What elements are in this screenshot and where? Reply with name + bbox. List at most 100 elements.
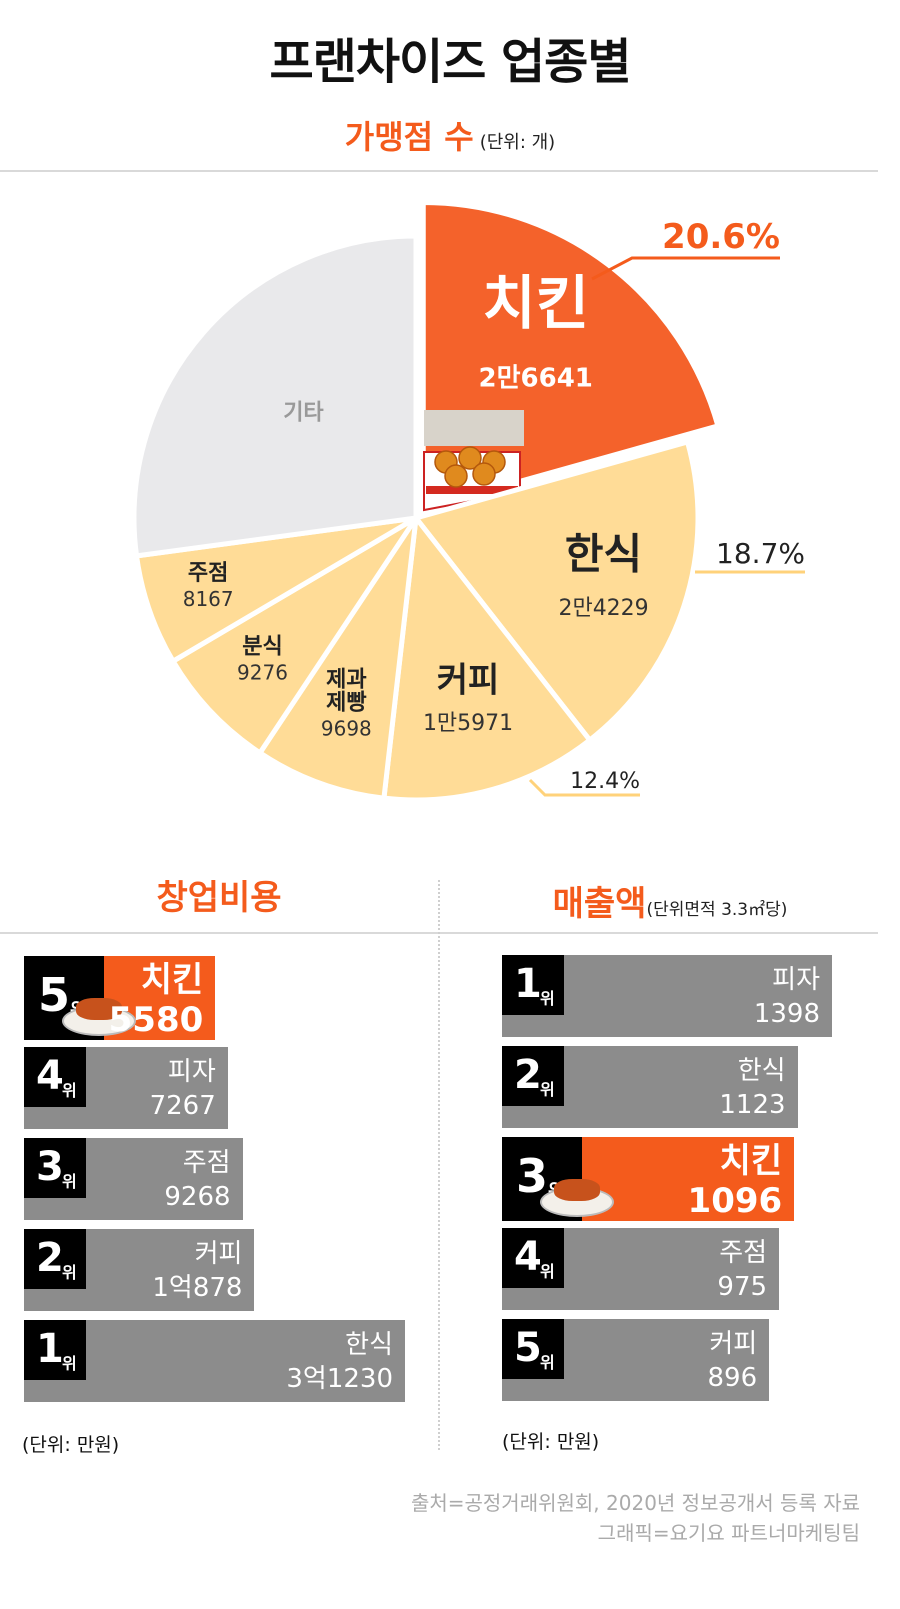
divider <box>0 170 878 172</box>
bar-value: 9268 <box>164 1182 231 1212</box>
rank-number: 3 <box>36 1144 64 1190</box>
bar-label: 피자 7267 <box>150 1055 216 1123</box>
rank-number: 4 <box>514 1234 542 1280</box>
pie-slice-2 <box>411 438 701 744</box>
bar-value: 975 <box>717 1272 768 1302</box>
sales-title: 매출액(단위면적 3.3㎡당) <box>440 876 900 925</box>
rank-number: 2 <box>514 1052 542 1098</box>
bar-value: 1억878 <box>152 1273 243 1303</box>
box-stripe <box>426 486 518 494</box>
pie-label-5: 분식 <box>242 634 282 659</box>
rank-number: 1 <box>36 1326 64 1372</box>
pie-label-4: 제빵 <box>326 691 366 716</box>
bar-주점: 4 위 주점 975 <box>502 1228 780 1310</box>
bar-치킨: 5위치킨5580 <box>24 956 216 1040</box>
source-line-2: 그래픽=요기요 파트너마케팅팀 <box>597 1521 860 1545</box>
chicken-box-illustration <box>423 410 524 512</box>
rank-suffix: 위 <box>540 1353 555 1372</box>
pie-label-6: 주점 <box>188 561 228 586</box>
bar-label: 한식 1123 <box>719 1054 785 1122</box>
pie-unit: (단위: 개) <box>479 132 556 153</box>
rank-suffix: 위 <box>62 1172 77 1191</box>
pie-leader-3 <box>528 778 640 797</box>
bar-category: 주점 <box>182 1148 231 1178</box>
rank-suffix: 위 <box>540 1262 555 1281</box>
pie-leader-1 <box>591 256 780 281</box>
bar-label: 한식 3억1230 <box>286 1328 393 1396</box>
bar-value: 1096 <box>687 1181 783 1221</box>
pie-slice-4 <box>256 516 419 801</box>
bar-category: 치킨 <box>140 960 204 1000</box>
bar-label: 치킨 1096 <box>688 1141 783 1221</box>
pie-slice-5 <box>169 515 419 757</box>
startup-cost-unit: (단위: 만원) <box>22 1434 120 1456</box>
sales-unit: (단위: 만원) <box>502 1431 600 1453</box>
pie-percent-3: 12.4% <box>570 769 640 794</box>
bar-커피: 2 위 커피 1억878 <box>24 1229 255 1311</box>
bar-category: 커피 <box>709 1329 758 1359</box>
bar-value: 5580 <box>108 1000 204 1040</box>
pie-label-7: 기타 <box>283 401 324 426</box>
pie-slice-7 <box>131 233 419 559</box>
pie-value-3: 1만5971 <box>423 711 513 736</box>
bar-커피: 5 위 커피 896 <box>502 1319 770 1401</box>
rank-number: 5 <box>38 968 71 1022</box>
rank-suffix: 위 <box>62 1263 77 1282</box>
bar-label: 피자 1398 <box>754 963 820 1031</box>
bar-value: 896 <box>707 1363 758 1393</box>
pie-subtitle: 가맹점 수 (단위: 개) <box>0 112 900 158</box>
bar-value: 3억1230 <box>286 1364 393 1394</box>
chicken-piece <box>458 446 482 470</box>
bar-피자: 4 위 피자 7267 <box>24 1047 228 1129</box>
bar-category: 피자 <box>772 965 820 995</box>
source-text: 출처=공정거래위원회, 2020년 정보공개서 등록 자료 그래픽=요기요 파트… <box>411 1488 860 1548</box>
bar-주점: 3 위 주점 9268 <box>24 1138 243 1220</box>
bar-category: 커피 <box>194 1239 243 1269</box>
pie-slice-3 <box>381 511 594 803</box>
bar-category: 한식 <box>737 1056 786 1086</box>
pie-label-1: 치킨 <box>482 269 589 337</box>
pie-label-2: 한식 <box>565 530 642 579</box>
rank-number: 1 <box>514 961 542 1007</box>
rank-number: 4 <box>36 1053 64 1099</box>
rank-suffix: 위 <box>62 1354 77 1373</box>
page-title: 프랜차이즈 업종별 <box>269 34 632 90</box>
rank-suffix: 위 <box>540 989 555 1008</box>
pie-value-2: 2만4229 <box>558 596 648 621</box>
pie-value-5: 9276 <box>237 660 288 684</box>
chicken-plate-icon <box>540 1179 614 1217</box>
rank-number: 5 <box>514 1325 542 1371</box>
bar-label: 커피 896 <box>708 1327 758 1395</box>
bar-value: 1398 <box>753 999 820 1029</box>
bar-value: 1123 <box>719 1090 786 1120</box>
pie-chart: 치킨 2만6641 20.6% 한식 2만4229 18.7% 커피 1만5971 12.4% 제… <box>131 199 805 803</box>
source-line-1: 출처=공정거래위원회, 2020년 정보공개서 등록 자료 <box>410 1491 860 1515</box>
startup-cost-title: 창업비용 <box>156 878 282 918</box>
bar-label: 커피 1억878 <box>152 1237 242 1305</box>
pie-title: 가맹점 수 <box>344 118 474 156</box>
bar-label: 치킨 5580 <box>109 960 204 1040</box>
chicken-piece <box>472 462 496 486</box>
rank-number: 3 <box>516 1149 549 1203</box>
bar-한식: 1 위 한식 3억1230 <box>24 1320 405 1402</box>
pie-value-1: 2만6641 <box>479 363 593 393</box>
bar-category: 주점 <box>719 1238 768 1268</box>
pie-value-4: 9698 <box>321 717 372 741</box>
pie-percent-1: 20.6% <box>662 217 780 257</box>
chicken-icon <box>76 998 122 1020</box>
pie-value-6: 8167 <box>183 587 234 611</box>
sales-title-note: (단위면적 3.3㎡당) <box>646 900 788 920</box>
rank-number: 2 <box>36 1235 64 1281</box>
chicken-piece <box>444 464 468 488</box>
bar-label: 주점 9268 <box>164 1146 230 1214</box>
bar-label: 주점 975 <box>717 1236 767 1304</box>
pie-label-4: 제과 <box>326 668 366 693</box>
chicken-icon <box>554 1179 600 1201</box>
bar-value: 7267 <box>149 1091 216 1121</box>
